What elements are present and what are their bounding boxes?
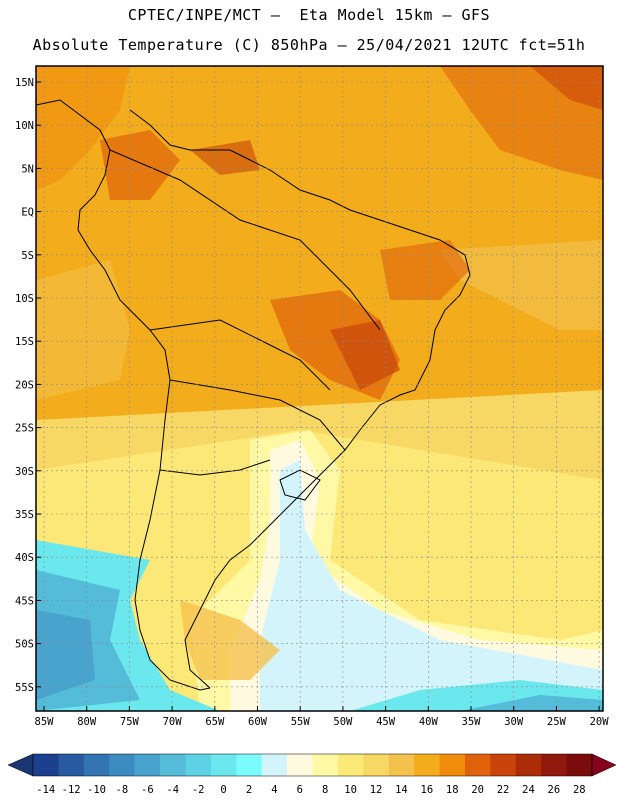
lat-label: 35S — [15, 509, 34, 521]
colorbar-label: 12 — [370, 784, 383, 796]
colorbar-swatch — [490, 754, 517, 776]
coastlines — [36, 99, 471, 691]
colorbar-swatch — [185, 754, 212, 776]
lon-label: 35W — [462, 716, 482, 728]
colorbar-swatch — [160, 754, 186, 776]
colorbar-label: -10 — [87, 784, 106, 796]
colorbar-swatch — [33, 754, 59, 776]
lat-label: 45S — [15, 595, 34, 607]
lat-label: 20S — [15, 379, 34, 391]
lat-label: 10N — [15, 120, 34, 132]
colorbar-swatch — [515, 754, 542, 776]
colorbar-label: 14 — [395, 784, 408, 796]
colorbar-swatch — [58, 754, 85, 776]
colorbar-high-arrow — [591, 753, 617, 777]
colorbar-label: -4 — [166, 784, 179, 796]
lon-label: 65W — [205, 716, 225, 728]
colorbar-label: 10 — [344, 784, 357, 796]
colorbar-label: 20 — [471, 784, 484, 796]
lat-label: 15S — [15, 336, 34, 348]
lon-label: 55W — [291, 716, 311, 728]
lon-label: 25W — [547, 716, 567, 728]
lat-label: 50S — [15, 639, 34, 651]
colorbar-label: 28 — [573, 784, 586, 796]
colorbar-swatch — [109, 754, 135, 776]
colorbar-label: 4 — [271, 784, 277, 796]
lat-label: 30S — [15, 466, 34, 478]
lon-label: 85W — [35, 716, 55, 728]
lat-label: 5S — [21, 250, 34, 262]
colorbar-label: 0 — [220, 784, 226, 796]
colorbar-swatch — [134, 754, 161, 776]
colorbar-label: 6 — [297, 784, 303, 796]
lon-label: 50W — [333, 716, 353, 728]
colorbar-label: 24 — [522, 784, 535, 796]
colorbar-border — [32, 753, 593, 777]
colorbar-swatch — [464, 754, 491, 776]
lat-label: 15N — [15, 77, 34, 89]
lat-label: EQ — [21, 207, 34, 219]
lon-label: 75W — [120, 716, 140, 728]
colorbar-swatch — [439, 754, 466, 776]
colorbar-label: -2 — [192, 784, 205, 796]
colorbar-label: -12 — [62, 784, 81, 796]
colorbar-swatch — [312, 754, 339, 776]
lat-label: 10S — [15, 293, 34, 305]
lat-label: 25S — [15, 423, 34, 435]
lon-label: 60W — [248, 716, 268, 728]
colorbar-swatch — [388, 754, 415, 776]
colorbar-swatch — [414, 754, 440, 776]
map-title-line1: CPTEC/INPE/MCT – Eta Model 15km – GFS — [127, 6, 491, 24]
colorbar-label: -8 — [116, 784, 129, 796]
colorbar-swatch — [363, 754, 390, 776]
colorbar-swatch — [210, 754, 237, 776]
map-frame — [35, 65, 604, 712]
lon-label: 40W — [419, 716, 439, 728]
colorbar-label: 18 — [446, 784, 459, 796]
colorbar-label: 16 — [421, 784, 434, 796]
colorbar-swatch — [337, 754, 364, 776]
lon-label: 80W — [77, 716, 97, 728]
colorbar-label: 22 — [497, 784, 510, 796]
lat-label: 40S — [15, 552, 34, 564]
colorbar-label: 8 — [322, 784, 328, 796]
colorbar-swatch — [541, 754, 567, 776]
colorbar-label: -6 — [141, 784, 154, 796]
colorbar-swatch — [566, 754, 593, 776]
colorbar — [7, 753, 617, 777]
lon-label: 70W — [163, 716, 183, 728]
colorbar-swatch — [261, 754, 288, 776]
temperature-field — [36, 66, 603, 711]
lon-label: 45W — [376, 716, 396, 728]
lat-label: 5N — [21, 163, 34, 175]
map-title-line2: Absolute Temperature (C) 850hPa – 25/04/… — [32, 36, 586, 54]
colorbar-labels: -14 -12 -10 -8 -6 -4 -2 0 2 4 6 8 10 12 14 16 18 20 22 24 26… — [36, 784, 585, 796]
colorbar-low-arrow — [7, 753, 34, 777]
colorbar-label: 26 — [548, 784, 561, 796]
colorbar-swatch — [287, 754, 313, 776]
latitude-labels: 15N 10N 5N EQ 5S 10S 15S 20S 25S 30S 35S 40S 45S 50S 5… — [15, 77, 41, 694]
colorbar-swatch — [236, 754, 262, 776]
lon-label: 20W — [590, 716, 610, 728]
lon-label: 30W — [504, 716, 524, 728]
colorbar-swatch — [83, 754, 110, 776]
colorbar-label: -14 — [36, 784, 55, 796]
longitude-labels: 85W 80W 75W 70W 65W 60W 55W 50W 45W 40W 35W 30W 25W 2… — [35, 706, 610, 728]
colorbar-label: 2 — [246, 784, 252, 796]
lat-label: 55S — [15, 682, 34, 694]
